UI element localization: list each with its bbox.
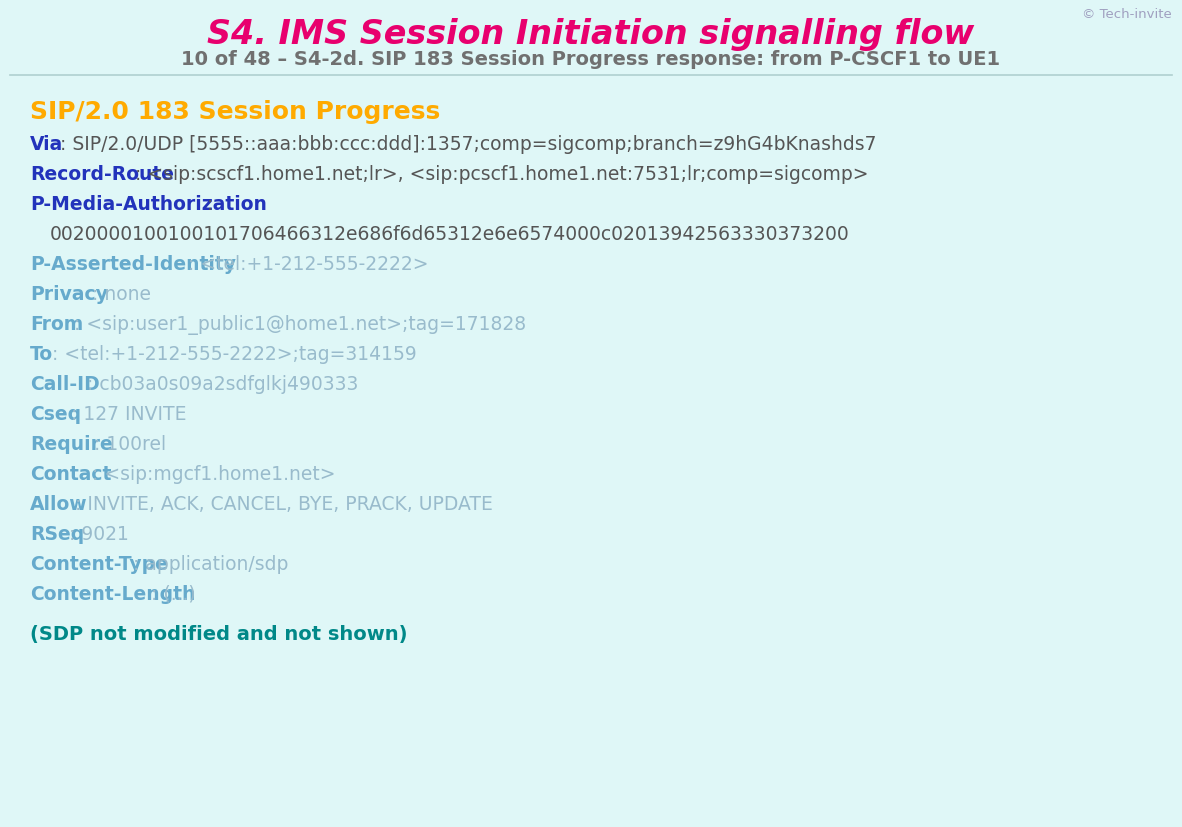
Text: Allow: Allow — [30, 495, 87, 514]
Text: Cseq: Cseq — [30, 404, 82, 423]
Text: Contact: Contact — [30, 465, 111, 484]
Text: Call-ID: Call-ID — [30, 375, 99, 394]
Text: : none: : none — [92, 284, 151, 304]
Text: : 9021: : 9021 — [69, 524, 129, 543]
Text: P-Asserted-Identity: P-Asserted-Identity — [30, 255, 236, 274]
Text: : <sip:mgcf1.home1.net>: : <sip:mgcf1.home1.net> — [92, 465, 336, 484]
Text: 10 of 48 – S4-2d. SIP 183 Session Progress response: from P-CSCF1 to UE1: 10 of 48 – S4-2d. SIP 183 Session Progre… — [182, 50, 1000, 69]
Text: : <tel:+1-212-555-2222>;tag=314159: : <tel:+1-212-555-2222>;tag=314159 — [52, 345, 417, 364]
Text: From: From — [30, 314, 83, 333]
Text: Content-Length: Content-Length — [30, 585, 195, 603]
Text: : cb03a0s09a2sdfglkj490333: : cb03a0s09a2sdfglkj490333 — [87, 375, 358, 394]
Text: SIP/2.0 183 Session Progress: SIP/2.0 183 Session Progress — [30, 100, 440, 124]
Bar — [0, 0, 1182, 80]
Text: To: To — [30, 345, 53, 364]
Text: Require: Require — [30, 434, 112, 453]
Text: : <tel:+1-212-555-2222>: : <tel:+1-212-555-2222> — [188, 255, 429, 274]
Text: : <sip:user1_public1@home1.net>;tag=171828: : <sip:user1_public1@home1.net>;tag=1718… — [74, 314, 526, 335]
Text: : INVITE, ACK, CANCEL, BYE, PRACK, UPDATE: : INVITE, ACK, CANCEL, BYE, PRACK, UPDAT… — [74, 495, 493, 514]
Text: S4. IMS Session Initiation signalling flow: S4. IMS Session Initiation signalling fl… — [207, 18, 975, 51]
Text: :: : — [207, 195, 214, 213]
Text: : <sip:scscf1.home1.net;lr>, <sip:pcscf1.home1.net:7531;lr;comp=sigcomp>: : <sip:scscf1.home1.net;lr>, <sip:pcscf1… — [135, 165, 869, 184]
Text: P-Media-Authorization: P-Media-Authorization — [30, 195, 267, 213]
Text: : application/sdp: : application/sdp — [134, 554, 288, 573]
Text: : 100rel: : 100rel — [95, 434, 167, 453]
Text: RSeq: RSeq — [30, 524, 84, 543]
Text: : SIP/2.0/UDP [5555::aaa:bbb:ccc:ddd]:1357;comp=sigcomp;branch=z9hG4bKnashds7: : SIP/2.0/UDP [5555::aaa:bbb:ccc:ddd]:13… — [60, 135, 877, 154]
Text: Privacy: Privacy — [30, 284, 108, 304]
Text: (SDP not modified and not shown): (SDP not modified and not shown) — [30, 624, 408, 643]
Text: : 127 INVITE: : 127 INVITE — [71, 404, 187, 423]
Text: 0020000100100101706466312e686f6d65312e6e6574000c02013942563330373200: 0020000100100101706466312e686f6d65312e6e… — [50, 225, 850, 244]
Text: © Tech-invite: © Tech-invite — [1083, 8, 1173, 21]
Text: Via: Via — [30, 135, 64, 154]
Text: Content-Type: Content-Type — [30, 554, 168, 573]
Text: Record-Route: Record-Route — [30, 165, 174, 184]
Text: : (...): : (...) — [151, 585, 196, 603]
